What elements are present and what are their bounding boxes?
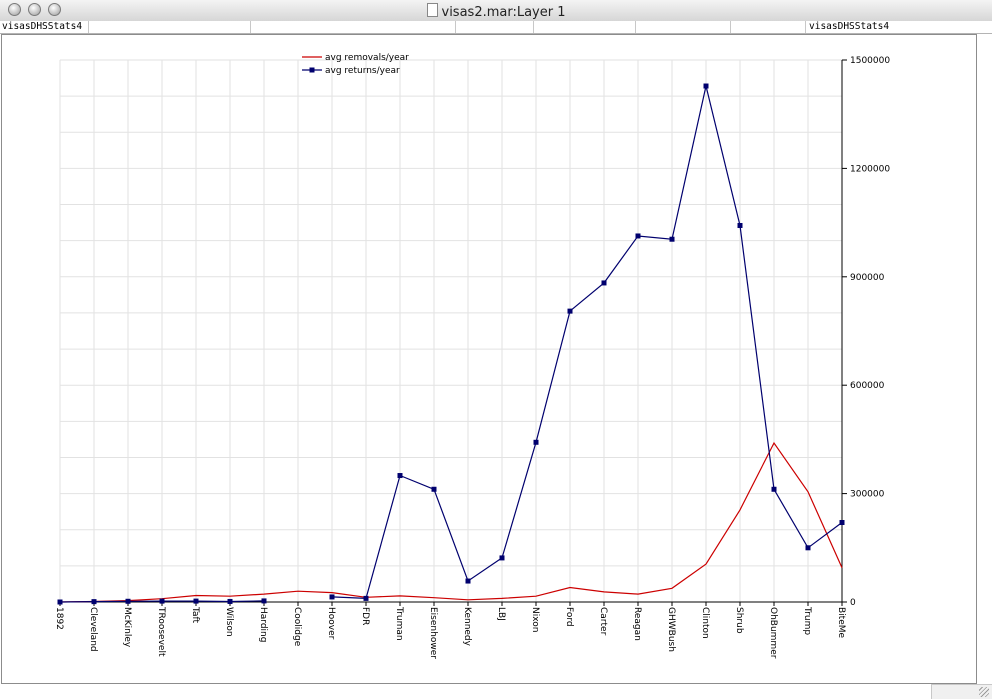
data-point: [839, 520, 845, 526]
x-tick-label: FDR: [360, 607, 370, 625]
x-tick-label: Kennedy: [462, 607, 472, 647]
series-line: [59, 441, 843, 603]
data-point: [329, 594, 335, 600]
x-tick-label: Taft: [190, 606, 200, 624]
legend-label: avg returns/year: [325, 66, 400, 76]
x-tick-label: Eisenhower: [428, 607, 438, 659]
grid-lines: [59, 59, 843, 603]
data-point: [431, 486, 437, 492]
data-point: [261, 598, 267, 604]
data-point: [771, 486, 777, 492]
data-point: [805, 545, 811, 551]
window-title: visas2.mar:Layer 1: [441, 5, 566, 20]
x-tick-label: 1892: [54, 607, 64, 630]
legend-label: avg removals/year: [325, 53, 409, 63]
y-tick-label: 0: [850, 598, 856, 608]
data-point: [91, 599, 97, 605]
x-tick-label: OhBummer: [768, 607, 778, 659]
header-divider: [455, 21, 456, 33]
x-tick-label: Nixon: [530, 607, 540, 633]
data-point: [601, 280, 607, 286]
header-divider: [250, 21, 251, 33]
data-point: [465, 578, 471, 584]
x-tick-label: Wilson: [224, 607, 234, 637]
zoom-window-button[interactable]: [48, 3, 61, 16]
window-titlebar: visas2.mar:Layer 1: [0, 0, 992, 22]
data-point: [397, 473, 403, 479]
y-tick-label: 900000: [850, 273, 885, 283]
x-tick-label: Hoover: [326, 607, 336, 640]
data-point: [227, 598, 233, 604]
column-header-bar: visasDHSStats4 visasDHSStats4: [0, 21, 992, 34]
legend: avg removals/year avg returns/year: [302, 53, 409, 76]
series-removals: [59, 441, 843, 603]
document-icon: [426, 3, 438, 17]
resize-area[interactable]: [931, 684, 992, 699]
x-tick-label: Cleveland: [88, 607, 98, 652]
data-point: [737, 222, 743, 228]
x-tick-label: Clinton: [700, 607, 710, 639]
x-tick-label: Shrub: [734, 607, 744, 634]
header-right-label: visasDHSStats4: [809, 21, 890, 32]
x-tick-label: Truman: [394, 606, 404, 641]
data-point: [499, 555, 505, 561]
header-divider: [635, 21, 636, 33]
x-tick-label: Reagan: [632, 607, 642, 641]
x-tick-label: Ford: [564, 607, 574, 627]
data-point: [533, 439, 539, 445]
data-point: [635, 233, 641, 239]
x-tick-label: GHWBush: [666, 607, 676, 652]
x-tick-label: Harding: [258, 607, 268, 642]
header-left-label: visasDHSStats4: [2, 21, 83, 32]
data-point: [159, 598, 165, 604]
data-point: [57, 599, 63, 605]
legend-marker: [309, 67, 315, 73]
x-tick-label: Coolidge: [292, 607, 302, 647]
minimize-window-button[interactable]: [28, 3, 41, 16]
plot-frame: [1, 34, 977, 684]
y-tick-label: 1200000: [850, 164, 890, 174]
y-tick-label: 1500000: [850, 56, 890, 66]
data-point: [669, 236, 675, 242]
resize-grip-icon[interactable]: [979, 687, 989, 697]
x-tick-label: TRoosevelt: [156, 606, 166, 657]
x-tick-label: Carter: [598, 607, 608, 636]
data-point: [125, 598, 131, 604]
data-point: [193, 598, 199, 604]
data-point: [567, 308, 573, 314]
y-tick-label: 600000: [850, 381, 885, 391]
window-title-area: visas2.mar:Layer 1: [0, 3, 992, 20]
header-divider: [533, 21, 534, 33]
series-returns: [57, 83, 845, 605]
header-divider: [805, 21, 806, 33]
x-tick-label: BiteMe: [836, 607, 846, 639]
x-tick-label: McKinley: [122, 607, 132, 648]
header-divider: [88, 21, 89, 33]
header-divider: [730, 21, 731, 33]
data-point: [363, 595, 369, 601]
x-tick-label: LBJ: [496, 607, 506, 621]
close-window-button[interactable]: [8, 3, 21, 16]
data-point: [703, 83, 709, 89]
series-line: [331, 85, 843, 600]
x-tick-label: Trump: [802, 606, 812, 635]
y-tick-label: 300000: [850, 490, 885, 500]
